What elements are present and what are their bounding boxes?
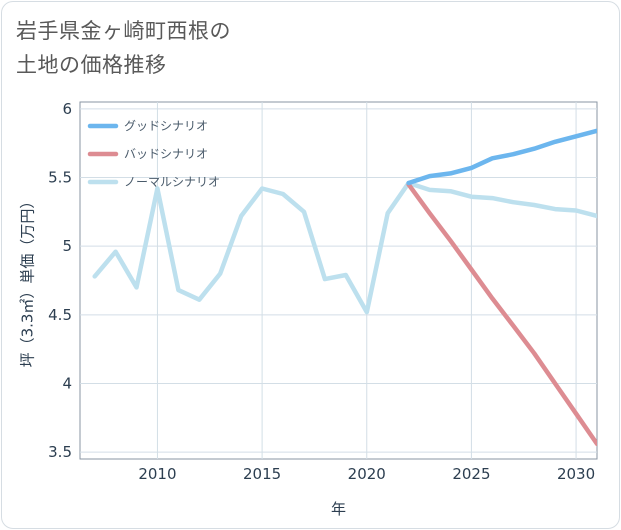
series-lines bbox=[92, 128, 597, 447]
plot-area bbox=[79, 101, 598, 460]
x-tick-label: 2030 bbox=[557, 465, 595, 483]
y-axis-title: 坪（3.3㎡）単価（万円） bbox=[19, 194, 37, 368]
y-tick-labels: 3.5 4 4.5 5 5.5 6 bbox=[48, 100, 72, 461]
y-tick-label: 5.5 bbox=[48, 169, 72, 187]
y-tick-label: 5 bbox=[62, 237, 72, 255]
y-tick-label: 6 bbox=[62, 100, 72, 118]
x-tick-label: 2025 bbox=[452, 465, 490, 483]
series-line-bad bbox=[406, 182, 597, 447]
series-line-good bbox=[406, 128, 597, 186]
series-line-normal bbox=[92, 180, 597, 315]
plot-border bbox=[79, 101, 598, 460]
x-tick-label: 2020 bbox=[348, 465, 386, 483]
legend-label-bad: バッドシナリオ bbox=[124, 147, 208, 161]
y-tick-label: 4.5 bbox=[48, 306, 72, 324]
x-axis-title: 年 bbox=[331, 500, 346, 518]
chart-title-line-1: 岩手県金ヶ崎町西根の bbox=[16, 19, 231, 43]
legend-label-good: グッドシナリオ bbox=[124, 119, 208, 133]
chart-title: 岩手県金ヶ崎町西根の 土地の価格推移 bbox=[16, 14, 231, 82]
x-tick-labels: 2010 2015 2020 2025 2030 bbox=[138, 465, 595, 483]
x-tick-label: 2010 bbox=[138, 465, 176, 483]
y-tick-label: 3.5 bbox=[48, 443, 72, 461]
grid-lines bbox=[80, 102, 597, 459]
chart-title-line-2: 土地の価格推移 bbox=[16, 53, 167, 77]
legend-label-normal: ノーマルシナリオ bbox=[124, 175, 220, 189]
y-tick-label: 4 bbox=[62, 374, 72, 392]
x-tick-label: 2015 bbox=[243, 465, 281, 483]
